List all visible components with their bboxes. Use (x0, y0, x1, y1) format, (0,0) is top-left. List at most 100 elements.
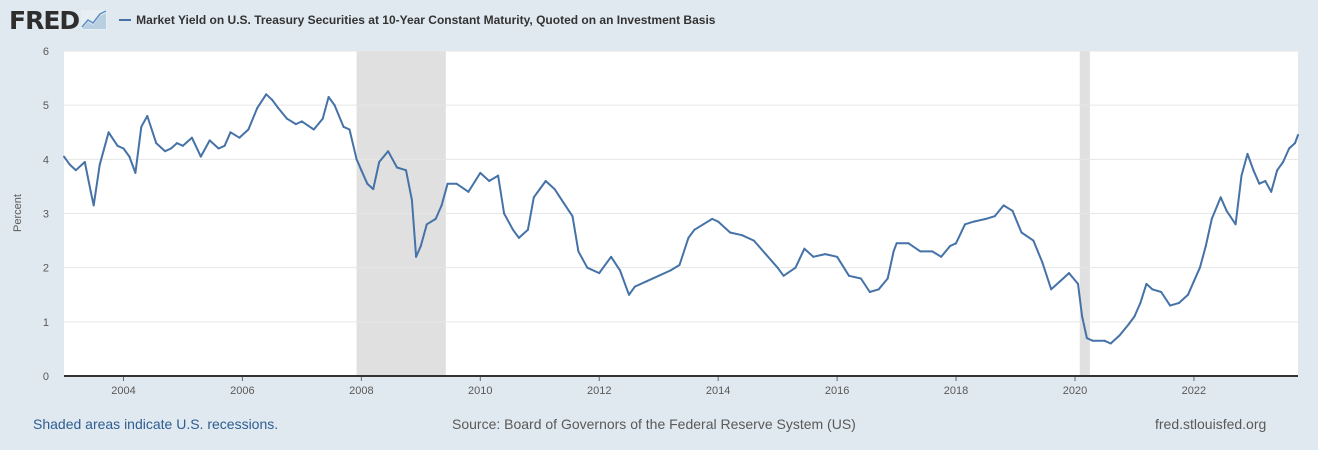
fred-logo[interactable]: FRED (9, 6, 108, 35)
data-point (419, 245, 422, 247)
data-point (586, 266, 589, 269)
data-point (378, 161, 381, 164)
data-point (1240, 174, 1243, 177)
data-point (134, 171, 137, 174)
data-point (98, 163, 101, 166)
data-point (949, 245, 952, 247)
data-point (812, 255, 815, 258)
x-tick-label: 2016 (825, 385, 849, 397)
legend-series-title: Market Yield on U.S. Treasury Securities… (136, 13, 716, 27)
data-point (1011, 209, 1014, 212)
data-point (1081, 315, 1084, 318)
data-point (824, 253, 827, 256)
data-point (410, 198, 413, 201)
data-point (1282, 161, 1285, 164)
data-point (68, 163, 71, 166)
data-point (467, 190, 470, 193)
data-point (1145, 282, 1148, 285)
data-point (404, 169, 407, 172)
y-tick-label: 6 (43, 46, 49, 58)
data-point (892, 250, 895, 253)
data-point (627, 293, 630, 296)
source-text: Source: Board of Governors of the Federa… (452, 416, 856, 432)
data-point (488, 180, 491, 182)
data-point (63, 155, 65, 158)
data-point (1294, 142, 1297, 145)
data-point (503, 212, 506, 215)
data-point (146, 115, 149, 117)
fred-site-link[interactable]: fred.stlouisfed.org (1155, 416, 1267, 432)
recession-note-link[interactable]: Shaded areas indicate U.S. recessions. (33, 416, 279, 432)
data-point (190, 136, 193, 139)
data-point (396, 166, 399, 169)
x-tick-label: 2010 (468, 385, 492, 397)
data-point (544, 180, 547, 182)
data-point (729, 231, 732, 234)
data-point (1258, 182, 1261, 185)
data-point (532, 196, 535, 199)
data-point (1169, 304, 1172, 307)
data-point (83, 161, 86, 164)
series-line[interactable] (63, 93, 1299, 345)
data-point (434, 217, 437, 220)
y-tick-label: 1 (43, 317, 49, 329)
data-point (984, 217, 987, 220)
data-point (776, 266, 779, 269)
data-point (1186, 293, 1189, 296)
data-point (895, 242, 898, 245)
data-point (859, 277, 862, 280)
x-tick-label: 2014 (706, 385, 730, 397)
data-point (1288, 147, 1291, 150)
data-point (598, 272, 601, 275)
data-point (1068, 272, 1071, 275)
data-point (92, 204, 95, 207)
data-point (1198, 266, 1201, 269)
data-point (752, 239, 755, 242)
data-point (387, 150, 390, 153)
data-point (1127, 323, 1130, 326)
data-point (657, 274, 660, 277)
y-axis-label: Percent (12, 194, 24, 232)
data-point (217, 147, 220, 150)
data-point (711, 217, 714, 220)
data-point (955, 242, 958, 245)
data-point (312, 128, 315, 131)
data-point (342, 125, 345, 128)
data-point (1219, 196, 1222, 199)
data-point (238, 136, 241, 139)
data-point (1091, 339, 1094, 342)
data-point (645, 280, 648, 283)
data-point (919, 250, 922, 253)
data-point (526, 228, 529, 231)
x-tick-label: 2020 (1063, 385, 1087, 397)
data-point (355, 158, 358, 161)
data-point (511, 228, 514, 231)
data-point (848, 274, 851, 277)
data-point (1050, 288, 1053, 291)
data-point (1270, 190, 1273, 193)
data-point (1103, 339, 1106, 342)
data-point (1085, 337, 1088, 340)
data-point (294, 123, 297, 126)
x-tick-label: 2006 (230, 385, 254, 397)
data-point (1264, 180, 1267, 182)
y-tick-label: 2 (43, 263, 49, 275)
data-point (208, 139, 211, 142)
data-point (1297, 133, 1299, 136)
x-tick-label: 2008 (349, 385, 373, 397)
data-point (610, 255, 613, 258)
data-point (1246, 152, 1249, 155)
data-point (256, 106, 259, 109)
data-point (321, 117, 324, 120)
data-point (164, 150, 167, 153)
data-point (940, 255, 943, 258)
y-tick-label: 0 (43, 371, 49, 383)
data-point (577, 250, 580, 253)
data-point (740, 234, 743, 237)
data-point (1210, 217, 1213, 220)
data-point (286, 117, 289, 120)
data-point (360, 169, 363, 172)
data-point (440, 204, 443, 207)
x-tick-label: 2022 (1182, 385, 1206, 397)
